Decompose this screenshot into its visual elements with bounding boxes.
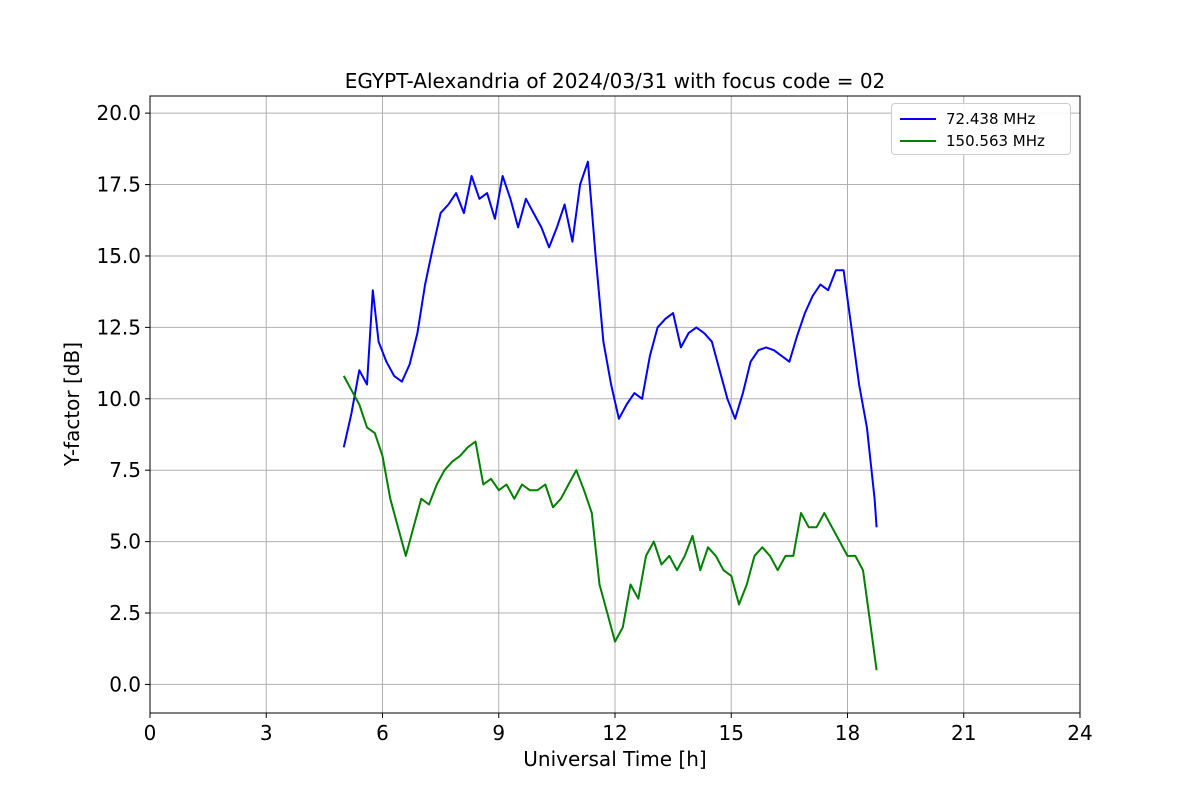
series-line-1 (342, 375, 878, 671)
y-tick-label: 17.5 (96, 173, 141, 197)
x-tick-label: 9 (492, 721, 505, 745)
y-tick-label: 20.0 (96, 101, 141, 125)
legend-item-150mhz: 150.563 MHz (900, 131, 1045, 151)
legend-swatch-150mhz (900, 140, 936, 142)
x-tick-label: 3 (260, 721, 273, 745)
y-tick-label: 7.5 (109, 458, 141, 482)
y-tick-label: 0.0 (109, 672, 141, 696)
y-tick-label: 2.5 (109, 601, 141, 625)
chart-title: EGYPT-Alexandria of 2024/03/31 with focu… (344, 69, 886, 93)
series-layer (342, 160, 878, 671)
y-tick-label: 5.0 (109, 530, 141, 554)
x-axis-label: Universal Time [h] (523, 747, 707, 771)
legend-label-72mhz: 72.438 MHz (946, 110, 1036, 128)
y-axis-label: Y-factor [dB] (60, 341, 84, 467)
series-line-0 (342, 160, 878, 528)
legend-item-72mhz: 72.438 MHz (900, 109, 1035, 129)
x-tick-label: 21 (951, 721, 976, 745)
legend-swatch-72mhz (900, 118, 936, 120)
y-tick-label: 12.5 (96, 315, 141, 339)
legend: 72.438 MHz 150.563 MHz (891, 103, 1071, 155)
x-axis-ticks: 0 3 6 9 12 15 18 21 24 (144, 713, 1093, 745)
x-tick-label: 0 (144, 721, 157, 745)
x-tick-label: 6 (376, 721, 389, 745)
legend-label-150mhz: 150.563 MHz (946, 132, 1045, 150)
x-tick-label: 18 (835, 721, 860, 745)
y-axis-ticks: 0.0 2.5 5.0 7.5 10.0 12.5 15.0 17.5 20.0 (96, 101, 150, 696)
y-tick-label: 10.0 (96, 387, 141, 411)
x-tick-label: 15 (719, 721, 744, 745)
x-tick-label: 12 (602, 721, 627, 745)
x-tick-label: 24 (1067, 721, 1092, 745)
y-tick-label: 15.0 (96, 244, 141, 268)
